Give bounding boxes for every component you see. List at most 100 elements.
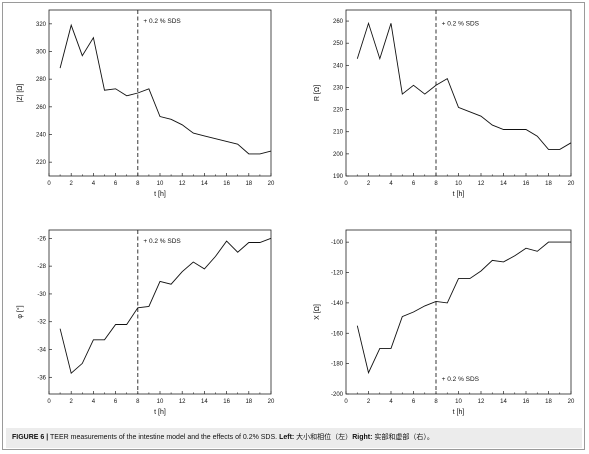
caption-right-label: Right: <box>352 434 373 441</box>
magnitude-x-tick-label: 4 <box>92 181 96 187</box>
reactance-series-line <box>356 241 571 375</box>
resistance-x-tick-label: 10 <box>455 181 462 187</box>
magnitude-x-tick-label: 18 <box>245 181 252 187</box>
phase-x-axis-label: t [h] <box>154 409 166 416</box>
figure-caption: FIGURE 6 | TEER measurements of the inte… <box>6 428 582 448</box>
caption-figure-label: FIGURE 6 | <box>12 434 49 441</box>
caption-left-label: Left: <box>279 434 295 441</box>
phase-x-tick-label: 12 <box>179 399 186 405</box>
magnitude-chart: 0 2 4 6 8 10 12 14 16 18 20 220 240 260 280 300 320 t [h]… <box>17 9 275 198</box>
resistance-x-tick-label: 4 <box>389 181 393 187</box>
phase-x-tick-label: 6 <box>114 399 118 405</box>
magnitude-y-tick-label: 260 <box>36 105 47 111</box>
reactance-y-tick-label: -120 <box>331 271 344 277</box>
reactance-y-tick-label: -160 <box>331 331 344 337</box>
phase-x-tick-label: 2 <box>70 399 74 405</box>
resistance-x-tick-label: 0 <box>344 181 348 187</box>
reactance-x-tick-label: 2 <box>367 399 371 405</box>
magnitude-x-tick-label: 8 <box>136 181 140 187</box>
resistance-sds-annotation: + 0.2 % SDS <box>442 20 480 27</box>
magnitude-y-tick-label: 300 <box>36 50 47 56</box>
resistance-y-tick-label: 230 <box>333 85 344 91</box>
reactance-x-tick-label: 18 <box>545 399 552 405</box>
magnitude-x-tick-label: 6 <box>114 181 118 187</box>
resistance-y-tick-label: 260 <box>333 19 344 25</box>
reactance-x-tick-label: 6 <box>412 399 416 405</box>
reactance-x-axis-label: t [h] <box>453 409 465 416</box>
magnitude-x-axis-label: t [h] <box>154 191 166 198</box>
phase-y-axis-label: φ [°] <box>16 305 24 318</box>
resistance-series-line <box>356 21 572 150</box>
resistance-y-tick-label: 240 <box>333 63 344 69</box>
resistance-x-tick-label: 18 <box>545 181 552 187</box>
magnitude-x-tick-label: 10 <box>157 181 164 187</box>
phase-series-line <box>59 237 272 375</box>
reactance-y-tick-label: -180 <box>331 362 344 368</box>
resistance-x-tick-label: 16 <box>523 181 530 187</box>
magnitude-y-tick-label: 320 <box>36 22 47 28</box>
caption-left-text: 大小和相位（左） <box>294 434 353 441</box>
reactance-x-tick-label: 0 <box>344 399 348 405</box>
caption-right-text: 实部和虚部（右）。 <box>372 434 434 441</box>
magnitude-x-tick-label: 14 <box>201 181 208 187</box>
magnitude-y-tick-label: 220 <box>36 160 47 166</box>
resistance-x-tick-label: 20 <box>568 181 575 187</box>
reactance-x-tick-label: 14 <box>500 399 507 405</box>
phase-y-tick-label: -28 <box>37 264 46 270</box>
phase-chart: 0 2 4 6 8 10 12 14 16 18 20 -36 -34 -32 -30 -28 -26 t [h]… <box>16 229 275 416</box>
magnitude-y-tick-label: 280 <box>36 77 47 83</box>
phase-x-tick-label: 16 <box>223 399 230 405</box>
phase-y-tick-label: -34 <box>37 348 46 354</box>
reactance-chart: 0 2 4 6 8 10 12 14 16 18 20 -200 -180 -160 -140 -120 -10… <box>314 229 575 416</box>
magnitude-x-tick-label: 20 <box>268 181 275 187</box>
resistance-x-tick-label: 8 <box>434 181 438 187</box>
reactance-x-tick-label: 16 <box>523 399 530 405</box>
resistance-y-tick-label: 220 <box>333 108 344 114</box>
reactance-y-tick-label: -200 <box>331 392 344 398</box>
magnitude-x-tick-label: 16 <box>223 181 230 187</box>
phase-x-tick-label: 10 <box>157 399 164 405</box>
magnitude-y-axis-label: |Z| [Ω] <box>17 83 24 102</box>
resistance-x-tick-label: 2 <box>367 181 371 187</box>
resistance-y-tick-label: 200 <box>333 152 344 158</box>
phase-x-tick-label: 18 <box>245 399 252 405</box>
reactance-y-tick-label: -100 <box>331 240 344 246</box>
reactance-plot-frame <box>345 229 572 395</box>
phase-x-tick-label: 4 <box>92 399 96 405</box>
phase-y-tick-label: -30 <box>37 292 46 298</box>
magnitude-x-tick-label: 2 <box>70 181 74 187</box>
magnitude-x-tick-label: 12 <box>179 181 186 187</box>
resistance-y-tick-label: 250 <box>333 41 344 47</box>
resistance-y-tick-label: 210 <box>333 130 344 136</box>
magnitude-y-tick-label: 240 <box>36 133 47 139</box>
reactance-y-tick-label: -140 <box>331 301 344 307</box>
reactance-x-tick-label: 8 <box>434 399 438 405</box>
reactance-x-tick-label: 12 <box>478 399 485 405</box>
magnitude-x-tick-label: 0 <box>47 181 51 187</box>
magnitude-series-line <box>59 23 272 155</box>
reactance-y-axis-label: X [Ω] <box>314 304 321 320</box>
resistance-x-tick-label: 12 <box>478 181 485 187</box>
resistance-x-tick-label: 6 <box>412 181 416 187</box>
reactance-x-tick-label: 10 <box>455 399 462 405</box>
phase-plot-frame <box>48 229 272 395</box>
resistance-plot-frame <box>345 9 572 177</box>
phase-y-tick-label: -26 <box>37 236 46 242</box>
resistance-x-axis-label: t [h] <box>453 191 465 198</box>
reactance-x-tick-label: 4 <box>389 399 393 405</box>
resistance-y-tick-label: 190 <box>333 174 344 180</box>
phase-sds-annotation: + 0.2 % SDS <box>143 238 181 245</box>
phase-x-tick-label: 14 <box>201 399 208 405</box>
reactance-x-tick-label: 20 <box>568 399 575 405</box>
magnitude-plot-frame <box>48 9 272 177</box>
figure-frame <box>2 2 585 450</box>
reactance-sds-annotation: + 0.2 % SDS <box>442 376 480 383</box>
phase-x-tick-label: 8 <box>136 399 140 405</box>
resistance-chart: 0 2 4 6 8 10 12 14 16 18 20 190 200 210 220 230 240 250 26… <box>314 9 575 198</box>
phase-y-tick-label: -36 <box>37 375 46 381</box>
phase-x-tick-label: 20 <box>268 399 275 405</box>
resistance-y-axis-label: R [Ω] <box>314 85 321 101</box>
phase-y-tick-label: -32 <box>37 320 46 326</box>
phase-x-tick-label: 0 <box>47 399 51 405</box>
